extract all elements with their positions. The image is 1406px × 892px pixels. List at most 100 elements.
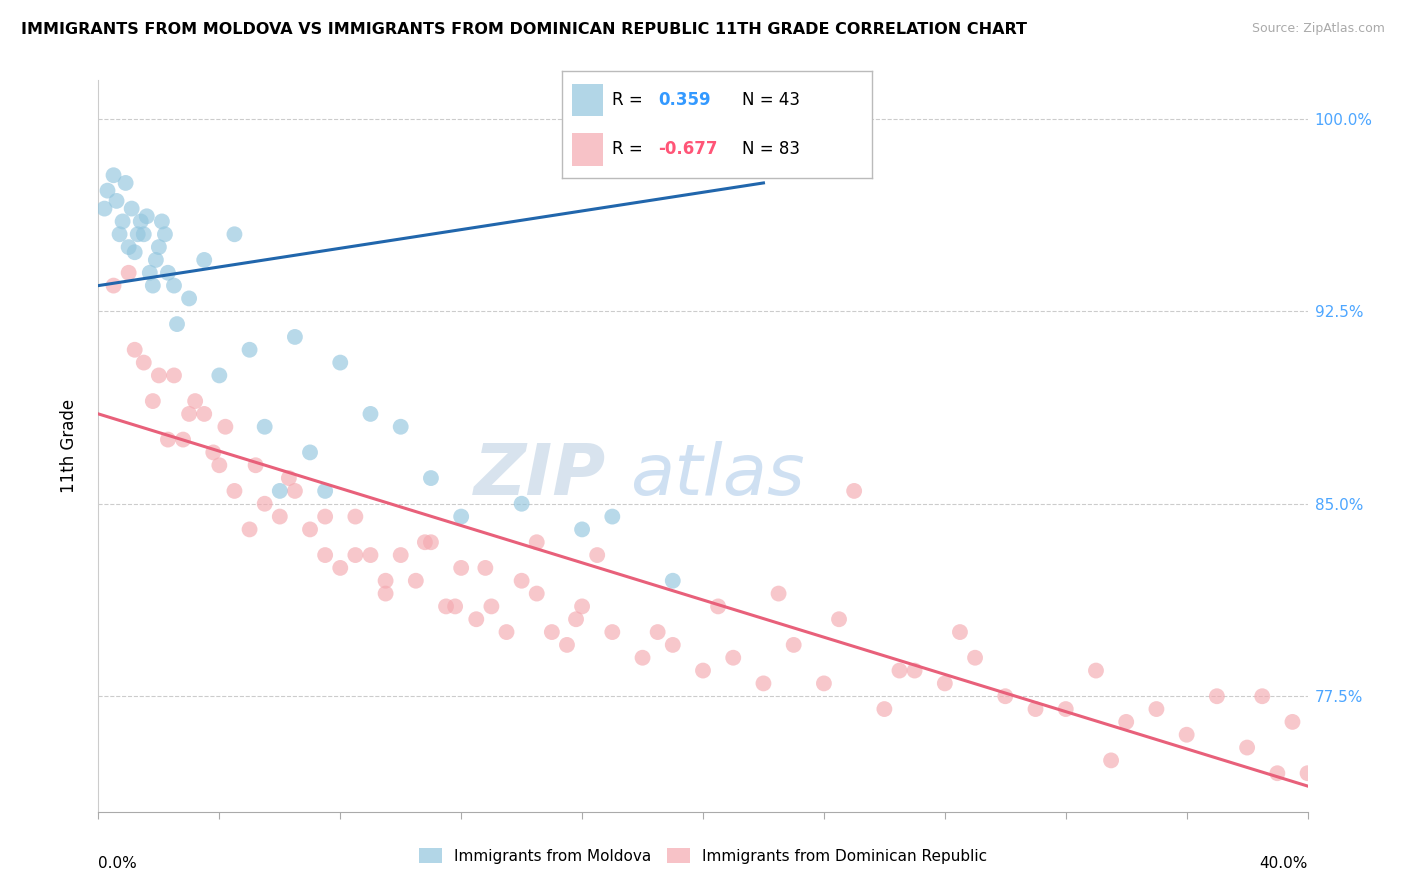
- Point: [299, 523, 322, 537]
- Point: [602, 625, 624, 640]
- Point: [481, 599, 503, 614]
- Point: [873, 702, 896, 716]
- Point: [156, 266, 179, 280]
- Text: N = 43: N = 43: [742, 91, 800, 109]
- Point: [707, 599, 730, 614]
- Point: [108, 227, 131, 242]
- Point: [602, 509, 624, 524]
- Point: [965, 650, 987, 665]
- Point: [360, 548, 382, 562]
- Point: [631, 650, 654, 665]
- Point: [1054, 702, 1077, 716]
- Point: [647, 625, 669, 640]
- Point: [132, 355, 155, 369]
- Point: [214, 419, 236, 434]
- Point: [768, 586, 790, 600]
- Point: [139, 266, 162, 280]
- Text: atlas: atlas: [630, 441, 806, 509]
- Point: [1281, 714, 1303, 729]
- Point: [193, 252, 215, 267]
- Point: [1206, 690, 1229, 704]
- Point: [571, 523, 593, 537]
- Point: [1267, 766, 1289, 780]
- Point: [284, 330, 307, 344]
- Bar: [572, 84, 603, 116]
- Point: [526, 535, 548, 549]
- Point: [723, 650, 745, 665]
- Point: [163, 278, 186, 293]
- Text: ZIP: ZIP: [474, 441, 606, 509]
- Text: R =: R =: [612, 91, 648, 109]
- Point: [783, 638, 806, 652]
- Bar: [572, 134, 603, 166]
- Point: [314, 548, 336, 562]
- Point: [127, 227, 149, 242]
- Point: [239, 343, 262, 357]
- Point: [253, 419, 276, 434]
- Text: -0.677: -0.677: [658, 141, 718, 159]
- Point: [692, 664, 714, 678]
- Point: [284, 483, 307, 498]
- Point: [224, 483, 246, 498]
- Point: [420, 535, 443, 549]
- Point: [114, 176, 136, 190]
- Point: [495, 625, 517, 640]
- Point: [179, 407, 201, 421]
- Point: [586, 548, 609, 562]
- Point: [277, 471, 299, 485]
- Point: [1251, 690, 1274, 704]
- Text: Source: ZipAtlas.com: Source: ZipAtlas.com: [1251, 22, 1385, 36]
- Legend: Immigrants from Moldova, Immigrants from Dominican Republic: Immigrants from Moldova, Immigrants from…: [413, 842, 993, 870]
- Point: [245, 458, 267, 473]
- Point: [465, 612, 488, 626]
- Text: N = 83: N = 83: [742, 141, 800, 159]
- Point: [474, 561, 496, 575]
- Point: [1099, 753, 1122, 767]
- Point: [224, 227, 246, 242]
- Point: [934, 676, 956, 690]
- Point: [1146, 702, 1168, 716]
- Point: [142, 394, 165, 409]
- Point: [121, 202, 143, 216]
- Point: [752, 676, 775, 690]
- Point: [103, 278, 125, 293]
- Point: [118, 266, 141, 280]
- Point: [329, 355, 352, 369]
- Point: [526, 586, 548, 600]
- Point: [450, 509, 472, 524]
- Point: [239, 523, 262, 537]
- Point: [145, 252, 167, 267]
- Point: [1175, 728, 1198, 742]
- Point: [329, 561, 352, 575]
- Point: [269, 483, 291, 498]
- Point: [253, 497, 276, 511]
- Point: [994, 690, 1017, 704]
- Point: [148, 240, 170, 254]
- Point: [208, 458, 231, 473]
- Point: [93, 202, 115, 216]
- Point: [156, 433, 179, 447]
- Point: [150, 214, 173, 228]
- Text: 40.0%: 40.0%: [1260, 855, 1308, 871]
- Point: [163, 368, 186, 383]
- Point: [299, 445, 322, 459]
- Point: [166, 317, 188, 331]
- Point: [413, 535, 436, 549]
- Point: [124, 343, 146, 357]
- Point: [889, 664, 911, 678]
- Point: [540, 625, 562, 640]
- Point: [434, 599, 457, 614]
- Point: [208, 368, 231, 383]
- Point: [949, 625, 972, 640]
- Point: [1085, 664, 1108, 678]
- Point: [142, 278, 165, 293]
- Point: [1024, 702, 1046, 716]
- Point: [374, 586, 396, 600]
- Point: [828, 612, 851, 626]
- Point: [510, 574, 533, 588]
- Point: [269, 509, 291, 524]
- Point: [1236, 740, 1258, 755]
- Point: [172, 433, 194, 447]
- Point: [129, 214, 152, 228]
- Point: [844, 483, 866, 498]
